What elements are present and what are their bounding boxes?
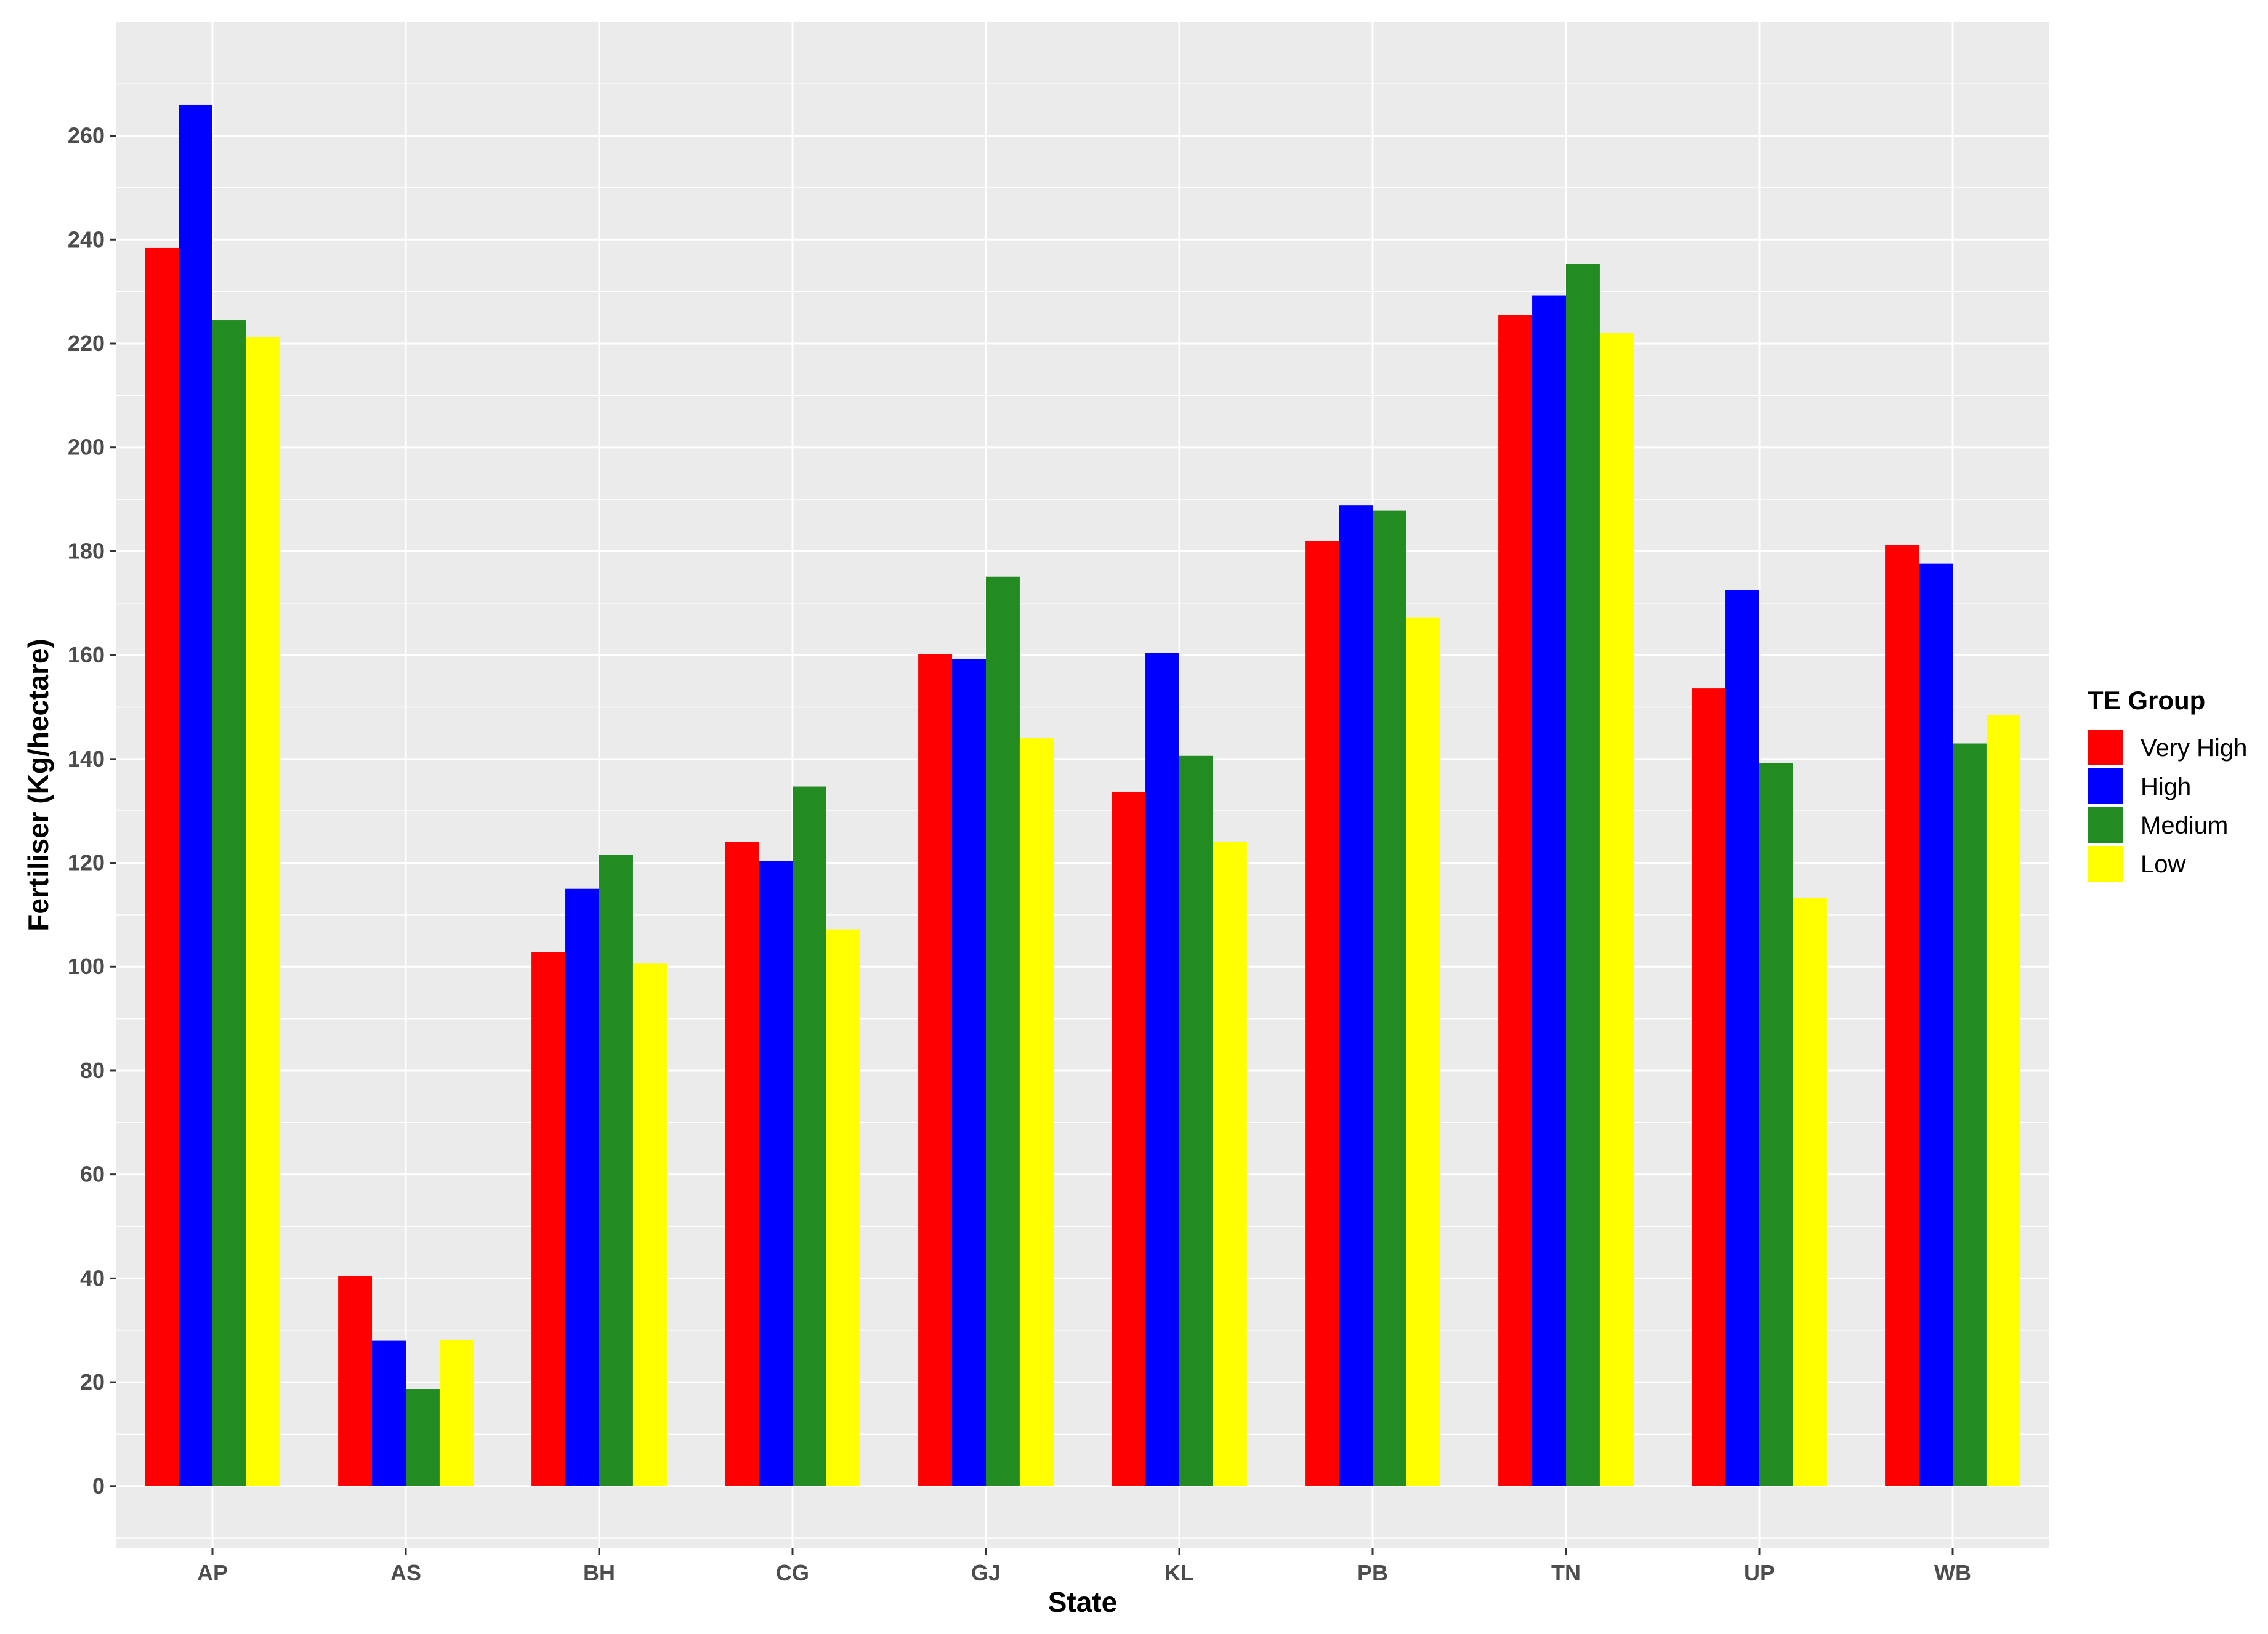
y-tick-label: 60: [80, 1162, 105, 1187]
bar-WB-medium: [1953, 743, 1987, 1486]
legend-label: Very High: [2141, 734, 2247, 762]
bar-marks: [145, 104, 2020, 1486]
bar-AS-low: [439, 1339, 474, 1486]
y-axis: 0 20 40 60 80 100 120 140 160 180 200 220 240 260: [68, 123, 116, 1499]
bar-PB-medium: [1373, 510, 1406, 1486]
bar-KL-low: [1213, 842, 1247, 1486]
x-tick-label: BH: [583, 1560, 615, 1585]
y-tick-label: 200: [68, 435, 105, 460]
legend-swatch-very-high: [2088, 730, 2123, 765]
bar-GJ-high: [952, 659, 986, 1486]
bar-KL-very-high: [1112, 791, 1146, 1486]
y-tick-label: 40: [80, 1265, 105, 1290]
x-tick-label: AS: [390, 1560, 421, 1585]
bar-AP-high: [179, 104, 212, 1486]
bar-GJ-very-high: [918, 654, 953, 1486]
bar-GJ-medium: [986, 576, 1020, 1486]
y-tick-label: 260: [68, 123, 105, 148]
bar-PB-very-high: [1305, 541, 1339, 1486]
bar-AP-low: [246, 337, 280, 1486]
y-tick-label: 240: [68, 227, 105, 252]
bar-TN-high: [1532, 295, 1566, 1486]
bar-AP-medium: [212, 320, 246, 1486]
bar-WB-high: [1919, 563, 1953, 1486]
bar-UP-very-high: [1692, 688, 1726, 1486]
x-axis: AP AS BH CG GJ KL PB TN UP WB: [197, 1548, 1971, 1585]
x-tick-label: AP: [197, 1560, 228, 1585]
bar-TN-medium: [1566, 264, 1600, 1486]
bar-GJ-low: [1019, 738, 1054, 1486]
legend-title: TE Group: [2088, 686, 2205, 715]
y-tick-label: 180: [68, 538, 105, 563]
bar-CG-medium: [793, 786, 826, 1486]
legend-swatch-low: [2088, 846, 2123, 882]
bar-CG-low: [826, 929, 860, 1486]
bar-CG-high: [759, 861, 793, 1486]
y-axis-title: Fertiliser (Kg/hectare): [22, 638, 54, 931]
bar-BH-medium: [599, 855, 633, 1486]
bar-BH-high: [565, 888, 599, 1486]
y-tick-label: 20: [80, 1369, 105, 1395]
y-tick-label: 140: [68, 746, 105, 771]
bar-TN-very-high: [1498, 315, 1533, 1486]
bar-WB-low: [1986, 715, 2020, 1486]
x-tick-label: WB: [1934, 1560, 1971, 1585]
x-tick-label: PB: [1357, 1560, 1388, 1585]
bar-AS-very-high: [338, 1276, 373, 1486]
y-tick-label: 80: [80, 1058, 105, 1083]
y-tick-label: 220: [68, 331, 105, 356]
bar-WB-very-high: [1885, 545, 1919, 1486]
y-tick-label: 120: [68, 850, 105, 875]
bar-AS-medium: [406, 1389, 440, 1486]
y-tick-label: 160: [68, 642, 105, 667]
x-tick-label: GJ: [971, 1560, 1001, 1585]
bar-KL-high: [1145, 653, 1179, 1486]
x-axis-title: State: [1048, 1586, 1117, 1618]
legend-swatch-medium: [2088, 807, 2123, 843]
y-tick-label: 100: [68, 954, 105, 979]
bar-CG-very-high: [725, 842, 759, 1486]
x-tick-label: TN: [1551, 1560, 1581, 1585]
bar-TN-low: [1599, 333, 1634, 1486]
bar-AP-very-high: [145, 247, 179, 1486]
x-tick-label: KL: [1164, 1560, 1194, 1585]
legend-label: Low: [2141, 851, 2185, 878]
y-tick-label: 0: [92, 1473, 105, 1499]
bar-AS-high: [372, 1340, 406, 1486]
bar-PB-low: [1406, 617, 1440, 1486]
bar-BH-low: [632, 963, 667, 1486]
bar-UP-high: [1725, 590, 1759, 1486]
x-tick-label: UP: [1744, 1560, 1775, 1585]
legend-label: Medium: [2141, 812, 2228, 839]
legend-swatch-high: [2088, 768, 2123, 804]
x-tick-label: CG: [776, 1560, 809, 1585]
bar-UP-medium: [1759, 763, 1793, 1486]
bar-PB-high: [1339, 505, 1373, 1486]
bar-BH-very-high: [531, 952, 566, 1486]
bar-UP-low: [1793, 898, 1827, 1486]
legend-label: High: [2141, 773, 2191, 800]
legend: TE Group Very High High Medium Low: [2088, 686, 2247, 882]
bar-KL-medium: [1179, 755, 1213, 1486]
